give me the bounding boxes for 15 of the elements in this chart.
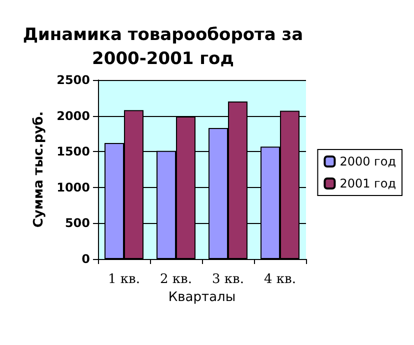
chart-title: Динамика товарооборота за 2000-2001 год [22, 25, 304, 69]
legend-label: 2000 год [340, 154, 396, 168]
x-axis-title: Кварталы [168, 290, 236, 305]
y-tick-label: 2000 [56, 108, 90, 123]
legend-label: 2001 год [340, 176, 396, 190]
y-tick-label: 1500 [56, 144, 90, 159]
y-tick-label: 500 [64, 216, 90, 230]
x-tick-label: 2 кв. [160, 272, 192, 287]
x-tick-label: 4 кв. [264, 272, 296, 287]
y-tick-label: 1000 [56, 180, 90, 194]
y-tick-label: 0 [82, 252, 90, 266]
x-tick-label: 1 кв. [108, 272, 140, 287]
y-axis-title: Сумма тыс.руб. [32, 111, 47, 228]
x-tick-label: 3 кв. [212, 272, 244, 287]
y-tick-label: 2500 [56, 73, 90, 87]
